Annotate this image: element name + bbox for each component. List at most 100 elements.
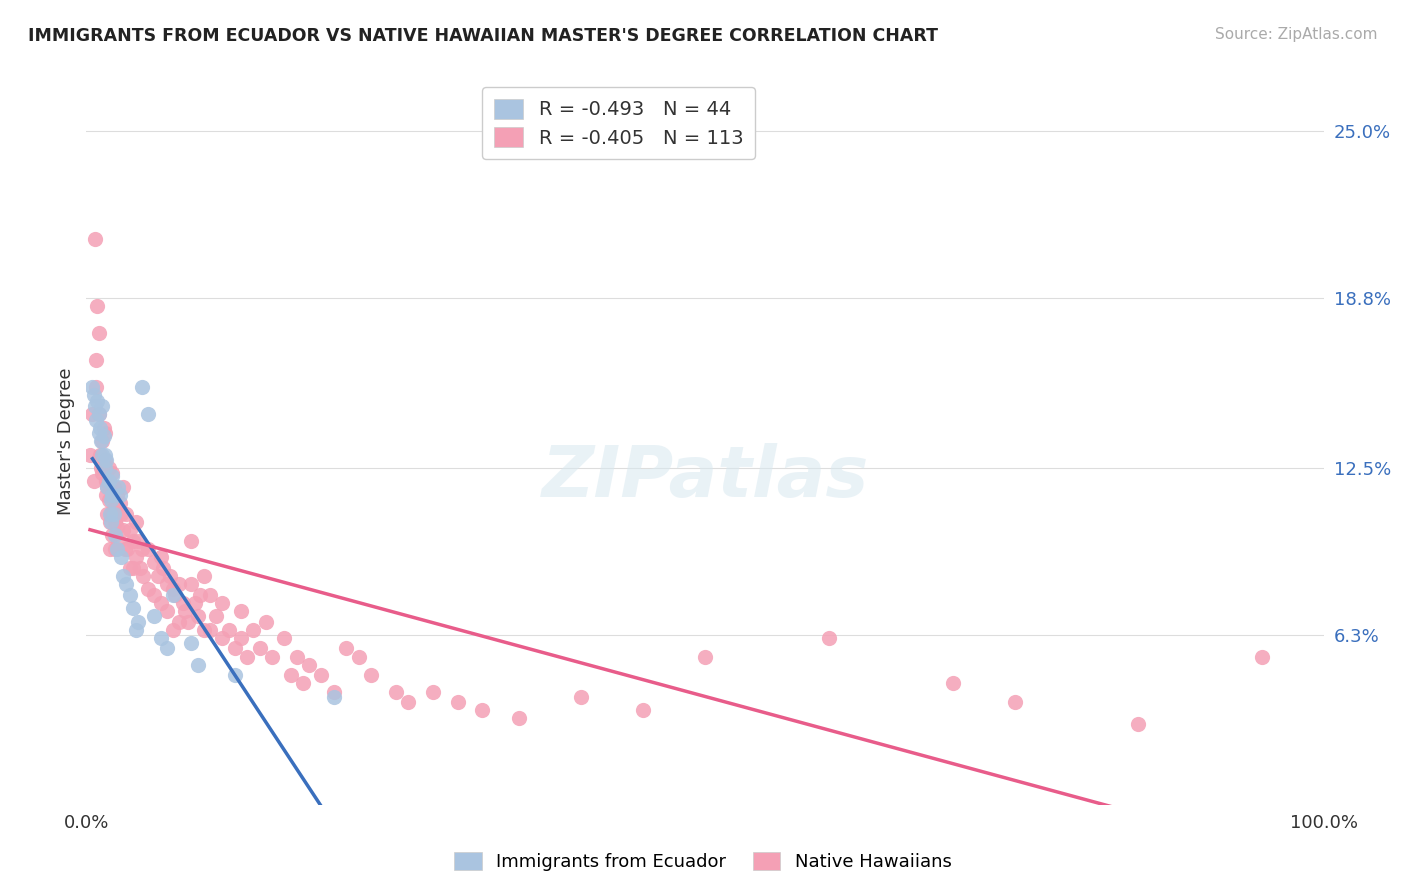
Point [79, 448, 101, 462]
Point [149, 549, 172, 564]
Legend: Immigrants from Ecuador, Native Hawaiians: Immigrants from Ecuador, Native Hawaiian… [447, 845, 959, 879]
Point [122, 560, 145, 574]
Point [96, 480, 118, 494]
Point [96, 480, 118, 494]
Point [84, 412, 107, 426]
Point [91, 434, 114, 448]
Point [131, 380, 153, 394]
Point [1128, 717, 1150, 731]
Point [131, 541, 153, 556]
Point [162, 623, 184, 637]
Point [136, 541, 159, 556]
Point [118, 588, 141, 602]
Point [224, 668, 246, 682]
Point [101, 467, 124, 481]
Point [98, 507, 121, 521]
Point [508, 711, 530, 725]
Point [103, 501, 125, 516]
Text: IMMIGRANTS FROM ECUADOR VS NATIVE HAWAIIAN MASTER'S DEGREE CORRELATION CHART: IMMIGRANTS FROM ECUADOR VS NATIVE HAWAII… [28, 27, 938, 45]
Point [125, 623, 148, 637]
Point [229, 604, 252, 618]
Point [108, 496, 131, 510]
Point [89, 420, 111, 434]
Point [96, 507, 118, 521]
Point [83, 388, 105, 402]
Point [94, 453, 117, 467]
Text: Source: ZipAtlas.com: Source: ZipAtlas.com [1215, 27, 1378, 42]
Point [105, 488, 128, 502]
Point [193, 623, 215, 637]
Point [335, 641, 357, 656]
Point [174, 604, 197, 618]
Point [87, 407, 110, 421]
Point [205, 609, 228, 624]
Point [167, 615, 190, 629]
Point [105, 520, 128, 534]
Point [187, 609, 209, 624]
Point [101, 528, 124, 542]
Point [193, 568, 215, 582]
Point [125, 549, 148, 564]
Point [90, 461, 112, 475]
Point [115, 541, 138, 556]
Point [128, 560, 150, 574]
Point [162, 588, 184, 602]
Text: ZIPatlas: ZIPatlas [541, 443, 869, 512]
Point [118, 560, 141, 574]
Point [177, 615, 200, 629]
Point [84, 399, 107, 413]
Point [112, 568, 135, 582]
Point [149, 596, 172, 610]
Point [90, 434, 112, 448]
Point [125, 515, 148, 529]
Point [571, 690, 593, 704]
Point [94, 488, 117, 502]
Point [942, 676, 965, 690]
Point [180, 636, 202, 650]
Point [162, 582, 184, 597]
Point [633, 703, 655, 717]
Point [104, 515, 127, 529]
Point [249, 641, 271, 656]
Point [84, 380, 107, 394]
Point [156, 641, 179, 656]
Point [818, 631, 841, 645]
Point [180, 533, 202, 548]
Point [1251, 649, 1274, 664]
Point [198, 623, 221, 637]
Point [97, 461, 120, 475]
Point [146, 568, 169, 582]
Point [94, 448, 117, 462]
Point [152, 560, 174, 574]
Point [101, 469, 124, 483]
Point [103, 480, 125, 494]
Point [136, 582, 159, 597]
Point [311, 668, 333, 682]
Point [172, 596, 194, 610]
Point [229, 631, 252, 645]
Legend: R = -0.493   N = 44, R = -0.405   N = 113: R = -0.493 N = 44, R = -0.405 N = 113 [482, 87, 755, 160]
Point [82, 407, 104, 421]
Point [1004, 695, 1026, 709]
Point [107, 480, 129, 494]
Point [122, 533, 145, 548]
Point [322, 690, 344, 704]
Point [82, 380, 104, 394]
Point [118, 523, 141, 537]
Point [291, 676, 314, 690]
Point [93, 420, 115, 434]
Point [180, 576, 202, 591]
Point [198, 588, 221, 602]
Point [211, 631, 233, 645]
Point [98, 541, 121, 556]
Point [149, 631, 172, 645]
Point [91, 399, 114, 413]
Point [471, 703, 494, 717]
Point [86, 299, 108, 313]
Point [167, 576, 190, 591]
Point [94, 425, 117, 440]
Point [211, 596, 233, 610]
Point [115, 576, 138, 591]
Point [422, 684, 444, 698]
Point [122, 601, 145, 615]
